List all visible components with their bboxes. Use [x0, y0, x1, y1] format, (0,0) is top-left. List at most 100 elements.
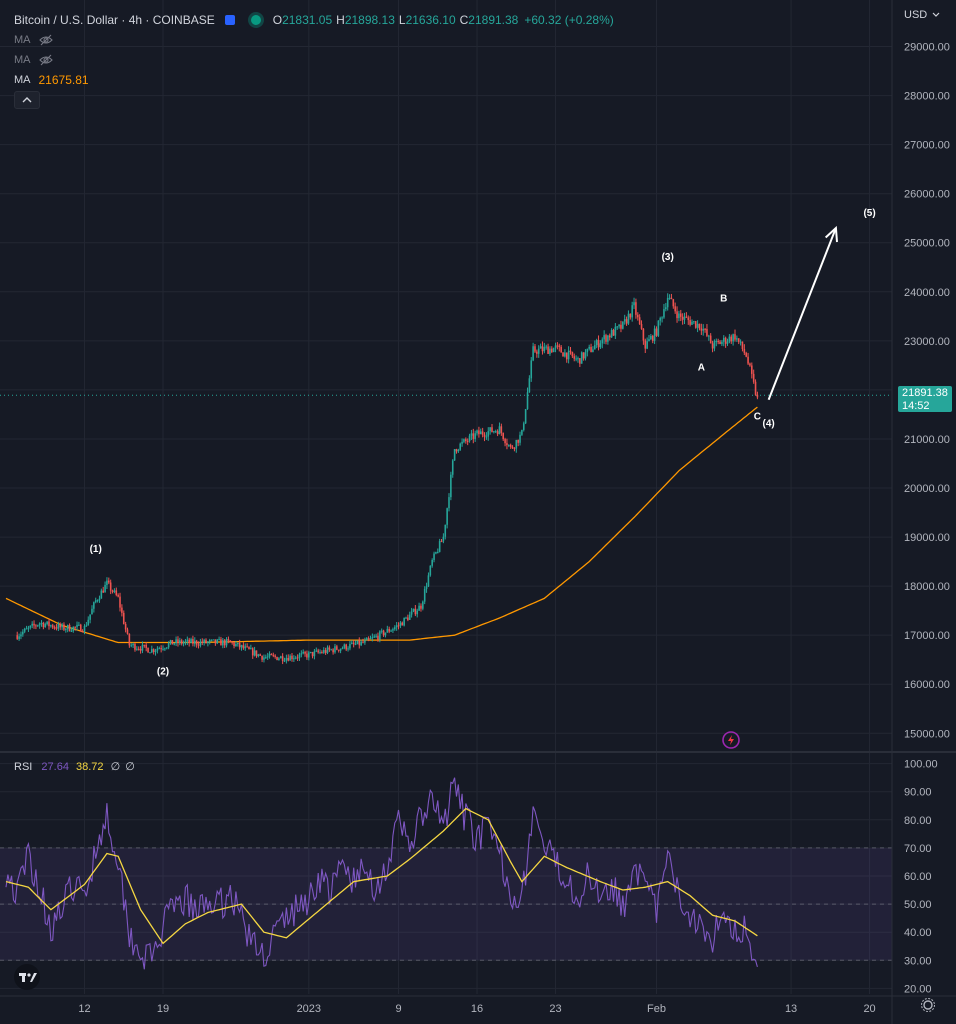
candle-body — [672, 299, 675, 307]
candle-body — [565, 352, 568, 360]
wave-label: A — [698, 362, 705, 373]
candle-body — [478, 430, 480, 435]
rsi-extra-1: ∅ — [110, 761, 121, 773]
candle-body — [115, 590, 118, 595]
candle-body — [83, 625, 86, 632]
candle-body — [362, 641, 364, 643]
high-value: 21898.13 — [344, 13, 395, 27]
wave-label: (4) — [763, 419, 775, 430]
wave-annotations: (1) (2) (3) B A C(4) (5) — [90, 208, 876, 678]
candle-body — [229, 640, 232, 642]
candle-body — [111, 590, 114, 592]
candle-body — [679, 313, 682, 317]
rsi-label: RSI — [14, 761, 33, 773]
indicator-ma3[interactable]: MA 21675.81 — [14, 70, 614, 90]
candle-body — [294, 657, 297, 659]
rsi-tick-label: 60.00 — [904, 871, 932, 883]
candle-body — [693, 321, 695, 323]
eye-off-icon[interactable] — [38, 33, 53, 47]
candle-body — [244, 646, 247, 649]
candle-body — [644, 340, 647, 349]
candle-body — [696, 323, 699, 328]
candle-body — [676, 311, 678, 319]
live-status-icon — [250, 15, 261, 25]
candle-body — [620, 324, 622, 329]
candle-body — [265, 657, 267, 659]
rsi-line — [5, 777, 758, 970]
moving-average-layer — [0, 394, 892, 644]
candle-body — [171, 640, 174, 645]
candle-body — [524, 409, 527, 424]
candle-body — [356, 640, 359, 644]
candle-body — [487, 431, 490, 437]
open-value: 21831.05 — [282, 13, 333, 27]
candle-body — [489, 427, 491, 432]
wave-label: (3) — [662, 252, 674, 263]
candle-body — [235, 644, 237, 647]
candle-body — [136, 648, 138, 650]
candle-body — [38, 623, 41, 626]
candle-body — [517, 439, 519, 443]
candle-body — [373, 636, 376, 638]
indicator-ma1[interactable]: MA — [14, 30, 614, 50]
price-tick-label: 18000.00 — [904, 581, 950, 593]
ma2-label: MA — [14, 54, 31, 66]
eye-off-icon[interactable] — [38, 53, 53, 67]
currency-selector[interactable]: USD — [904, 9, 940, 21]
candle-body — [751, 365, 753, 374]
candle-body — [377, 635, 379, 640]
candle-body — [81, 631, 84, 633]
candle-body — [661, 317, 663, 319]
candle-body — [689, 320, 691, 325]
candle-body — [336, 646, 338, 650]
candle-body — [472, 433, 475, 439]
wave-label: C — [754, 411, 761, 422]
price-tick-label: 16000.00 — [904, 679, 950, 691]
candle-body — [360, 641, 362, 646]
candle-body — [207, 641, 209, 644]
rsi-tick-label: 20.00 — [904, 983, 932, 995]
candle-body — [167, 643, 170, 648]
candle-body — [530, 360, 533, 379]
candle-body — [395, 625, 398, 628]
candle-body — [519, 434, 521, 443]
candle-body — [465, 439, 467, 441]
candle-body — [717, 341, 719, 343]
candle-body — [132, 643, 134, 646]
candle-body — [119, 596, 121, 608]
collapse-legend-button[interactable] — [14, 91, 40, 109]
candle-body — [386, 628, 389, 633]
candle-body — [435, 552, 437, 554]
candle-body — [65, 629, 67, 631]
settings-gear-icon[interactable] — [921, 998, 935, 1012]
candle-body — [225, 639, 228, 646]
candle-body — [694, 321, 697, 328]
candle-body — [418, 605, 420, 611]
candle-body — [352, 642, 355, 645]
candle-body — [481, 431, 484, 435]
candle-body — [33, 623, 35, 626]
candle-body — [149, 652, 151, 654]
candle-body — [691, 321, 693, 325]
alert-icon[interactable] — [722, 731, 740, 749]
flag-icon[interactable] — [224, 15, 235, 25]
candle-body — [554, 345, 557, 349]
indicator-ma2[interactable]: MA — [14, 50, 614, 70]
symbol-title[interactable]: Bitcoin / U.S. Dollar · 4h · COINBASE — [14, 13, 215, 27]
candle-body — [450, 474, 452, 498]
candle-body — [220, 639, 222, 646]
tradingview-logo-icon — [14, 964, 40, 990]
time-tick-label: 19 — [157, 1003, 169, 1015]
candle-body — [351, 642, 353, 644]
candle-body — [240, 645, 243, 648]
candle-body — [42, 622, 45, 628]
candle-body — [638, 317, 641, 325]
price-tick-label: 28000.00 — [904, 91, 950, 103]
candle-body — [485, 436, 488, 438]
price-tick-label: 19000.00 — [904, 532, 950, 544]
candle-body — [201, 641, 204, 643]
rsi-legend[interactable]: RSI 27.64 38.72 ∅ ∅ — [14, 760, 135, 773]
candle-body — [493, 431, 495, 433]
